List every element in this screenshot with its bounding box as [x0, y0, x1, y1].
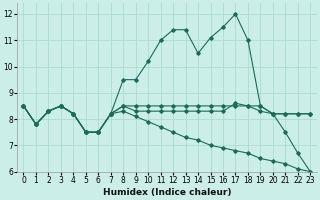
- X-axis label: Humidex (Indice chaleur): Humidex (Indice chaleur): [103, 188, 231, 197]
